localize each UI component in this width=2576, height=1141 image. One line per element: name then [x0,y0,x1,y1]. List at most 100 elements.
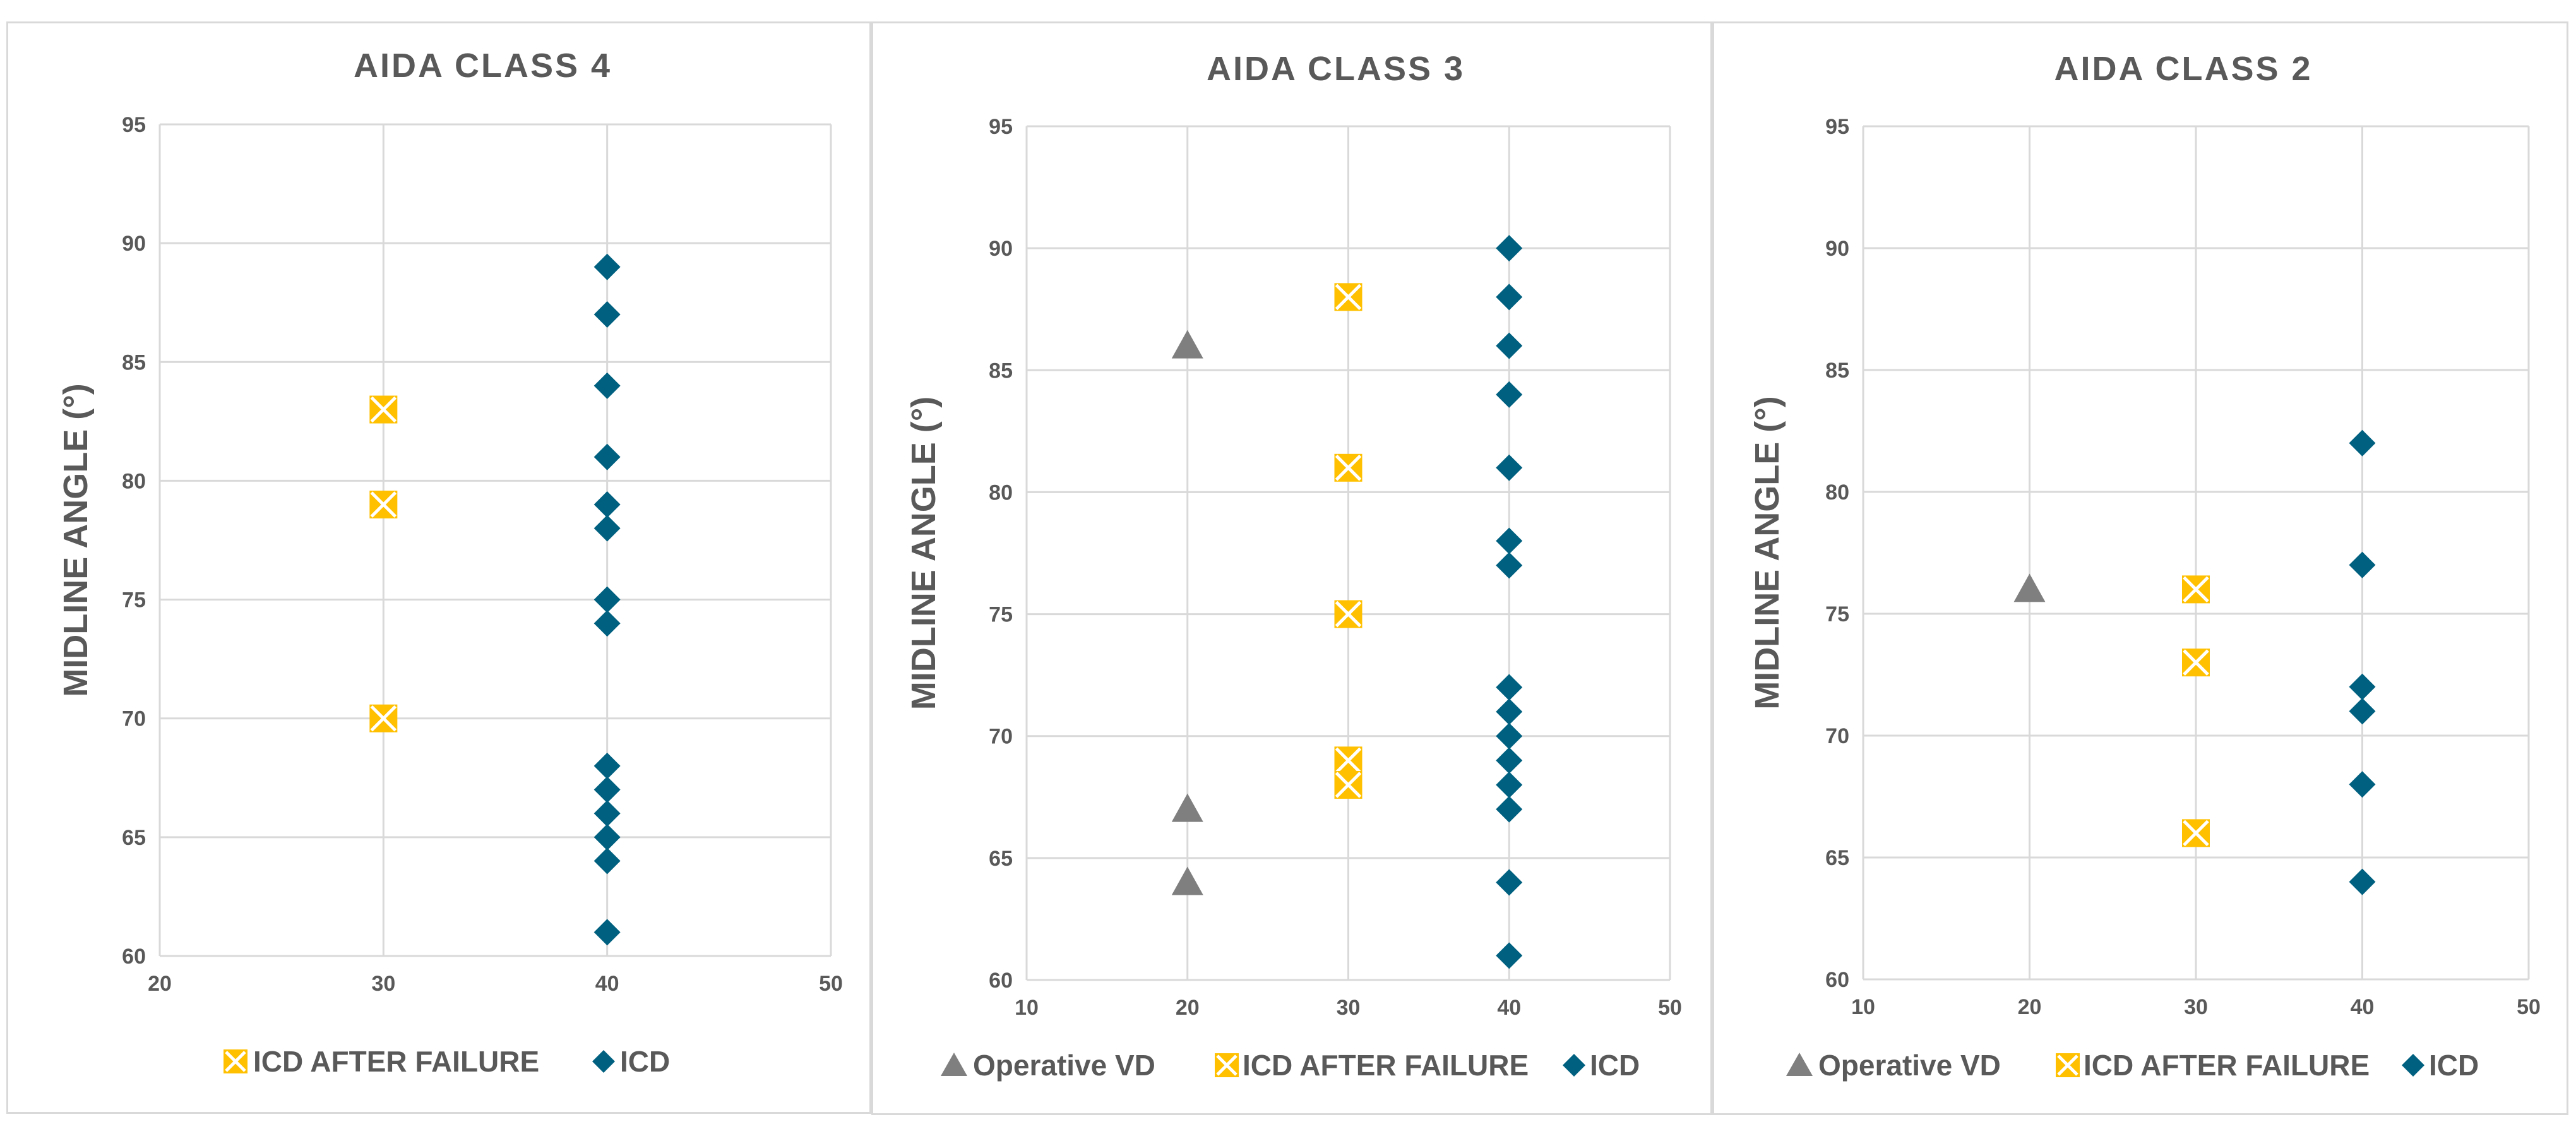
data-point [1496,722,1523,750]
legend-item-operative-vd: Operative VD [941,1049,1155,1082]
data-point [2349,771,2376,798]
data-point [1334,600,1363,628]
x-tick-label: 40 [595,972,619,996]
marker-cross-line [1216,1054,1237,1076]
legend-label: ICD AFTER FAILURE [2084,1049,2370,1082]
series-icd-after-failure [1334,283,1363,799]
x-tick-label: 20 [1176,996,1200,1020]
marker-cross-line [2183,576,2209,603]
y-tick-label: 60 [989,969,1013,993]
x-tick-label: 50 [1658,996,1682,1020]
data-point [369,395,398,424]
data-point [593,372,621,399]
y-tick-label: 70 [1825,724,1849,748]
y-tick-label: 60 [1825,968,1849,992]
marker-cross-line [370,396,397,423]
legend-label: ICD [2429,1049,2479,1082]
x-tick-label: 50 [819,972,843,996]
data-point [593,610,621,637]
y-tick-label: 85 [989,359,1013,383]
data-point [1334,283,1363,311]
data-point [1496,527,1523,554]
legend-marker [1215,1053,1239,1077]
legend-item-icd-after-failure: ICD AFTER FAILURE [2056,1049,2370,1082]
marker-cross-line [370,705,397,732]
data-point [1496,284,1523,311]
legend-label: ICD [620,1045,670,1078]
data-point [1496,869,1523,896]
series-icd-after-failure [369,395,398,732]
y-tick-label: 95 [989,115,1013,139]
data-point [593,491,621,518]
legend-item-operative-vd: Operative VD [1786,1049,2001,1082]
y-tick-label: 80 [122,469,146,493]
data-point [2349,429,2376,457]
x-tick-label: 10 [1015,996,1039,1020]
data-point [1496,747,1523,774]
data-point [593,586,621,613]
chart-panel-aida-class-2: AIDA CLASS 2 60 65 70 75 80 85 90 95 10 20 30 40 50 MI… [1712,21,2568,1115]
y-tick-label: 60 [122,945,146,969]
chart-svg: AIDA CLASS 3 60 65 70 75 80 85 90 95 10 20 30 40 50 MI… [905,50,1682,1082]
legend-item-icd-after-failure: ICD AFTER FAILURE [1215,1049,1529,1082]
y-tick-label: 90 [122,232,146,256]
x-tick-label: 10 [1851,995,1875,1019]
data-point [1496,552,1523,579]
y-tick-label: 90 [1825,237,1849,261]
data-point [1496,381,1523,408]
data-point [1496,942,1523,969]
legend-marker [592,1050,615,1073]
series-operative-vd [1171,330,1203,895]
x-tick-label: 20 [148,972,172,996]
data-point [1496,235,1523,262]
y-tick-label: 75 [989,603,1013,627]
y-axis-label: MIDLINE ANGLE (°) [57,383,95,697]
data-point [1496,796,1523,823]
legend-label: Operative VD [973,1049,1155,1082]
data-point [593,443,621,470]
data-point [1496,454,1523,481]
y-axis-label: MIDLINE ANGLE (°) [1748,396,1786,710]
data-point [593,301,621,328]
series-icd [2349,429,2376,895]
chart-title: AIDA CLASS 2 [2054,50,2312,88]
marker-cross-line [2183,649,2209,676]
y-tick-label: 65 [1825,846,1849,870]
legend-label: ICD AFTER FAILURE [253,1045,539,1078]
y-tick-label: 80 [1825,481,1849,505]
data-point [369,704,398,732]
marker-cross-line [2183,820,2209,847]
x-tick-label: 40 [2351,995,2375,1019]
y-tick-label: 95 [122,113,146,137]
data-point [2182,648,2210,677]
data-point [1334,746,1363,775]
marker-cross-line [225,1051,246,1072]
chart-svg: AIDA CLASS 2 60 65 70 75 80 85 90 95 10 20 30 40 50 MI… [1748,50,2541,1082]
data-point [1171,330,1203,359]
marker-cross-line [1335,284,1362,311]
y-tick-label: 75 [122,588,146,612]
data-point [593,800,621,827]
y-tick-label: 65 [989,847,1013,871]
x-tick-label: 30 [2184,995,2208,1019]
series-icd-after-failure [2182,575,2210,847]
x-tick-label: 50 [2517,995,2541,1019]
x-tick-label: 20 [2018,995,2042,1019]
series-operative-vd [2013,573,2046,602]
marker-cross-line [370,491,397,518]
marker-cross-line [1335,772,1362,798]
data-point [593,752,621,779]
legend-marker [2056,1053,2080,1077]
chart-panel-aida-class-3: AIDA CLASS 3 60 65 70 75 80 85 90 95 10 20 30 40 50 MI… [871,21,1712,1115]
x-tick-label: 30 [371,972,395,996]
data-point [1171,866,1203,895]
data-point [2182,819,2210,847]
legend-item-icd: ICD [592,1045,670,1078]
chart-title: AIDA CLASS 3 [1207,50,1465,88]
data-point [2349,868,2376,895]
data-point [2349,698,2376,725]
marker-cross-line [1335,600,1362,628]
y-tick-label: 70 [989,725,1013,749]
x-tick-label: 40 [1497,996,1521,1020]
data-point [593,253,621,280]
